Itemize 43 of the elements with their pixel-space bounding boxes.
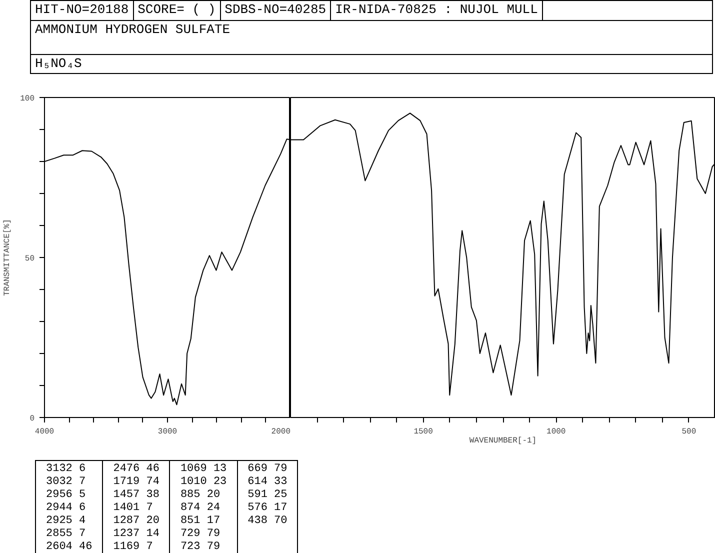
text: 729 79 (180, 528, 220, 540)
x-tick-label: 1000 (546, 428, 566, 436)
text: 851 17 (180, 515, 220, 527)
text: 2476 46 (113, 463, 160, 475)
x-tick-label: 2000 (271, 428, 291, 436)
text: 1401 7 (113, 502, 153, 514)
text: 1169 7 (113, 541, 153, 553)
y-tick-label: 100 (20, 94, 35, 104)
text: 3032 7 (46, 476, 86, 488)
text: 723 79 (180, 541, 220, 553)
text: 874 24 (180, 502, 220, 514)
text: 2944 6 (46, 502, 86, 514)
text: 669 79 (248, 463, 288, 475)
text: 1287 20 (113, 515, 160, 527)
text: 614 33 (248, 476, 288, 488)
x-tick-label: 3000 (158, 428, 178, 436)
text: 2956 5 (46, 489, 86, 501)
text: 576 17 (248, 502, 288, 514)
y-tick-label: 0 (30, 414, 35, 424)
text: 2604 46 (46, 541, 92, 553)
text: 1457 38 (113, 489, 160, 501)
text: 1069 13 (180, 463, 227, 475)
text: HIT-NO=20188 (31, 1, 134, 20)
text: 438 70 (248, 515, 288, 527)
x-tick-label: 500 (682, 428, 696, 436)
x-tick-label: 1500 (414, 428, 434, 436)
x-tick-label: 4000 (34, 428, 54, 436)
x-axis-title: WAVENUMBER[-1] (469, 436, 537, 446)
y-axis-title: TRANSMITTANCE[%] (3, 219, 12, 296)
text: AMMONIUM HYDROGEN SULFATE (31, 20, 712, 55)
text: 885 20 (180, 489, 220, 501)
text: 2925 4 (46, 515, 86, 527)
text: 1237 14 (113, 528, 160, 540)
text: SDBS-NO=40285 (220, 1, 332, 20)
text: IR-NIDA-70825 : NUJOL MULL (331, 1, 543, 20)
text: 591 25 (248, 489, 288, 501)
text: 1010 23 (180, 476, 227, 488)
y-tick-label: 50 (24, 254, 35, 264)
text: H₅NO₄S (34, 54, 83, 73)
text: SCORE= ( ) (134, 1, 221, 20)
text: 3132 6 (46, 463, 86, 475)
text: 2855 7 (46, 528, 86, 540)
text: 1719 74 (113, 476, 160, 488)
